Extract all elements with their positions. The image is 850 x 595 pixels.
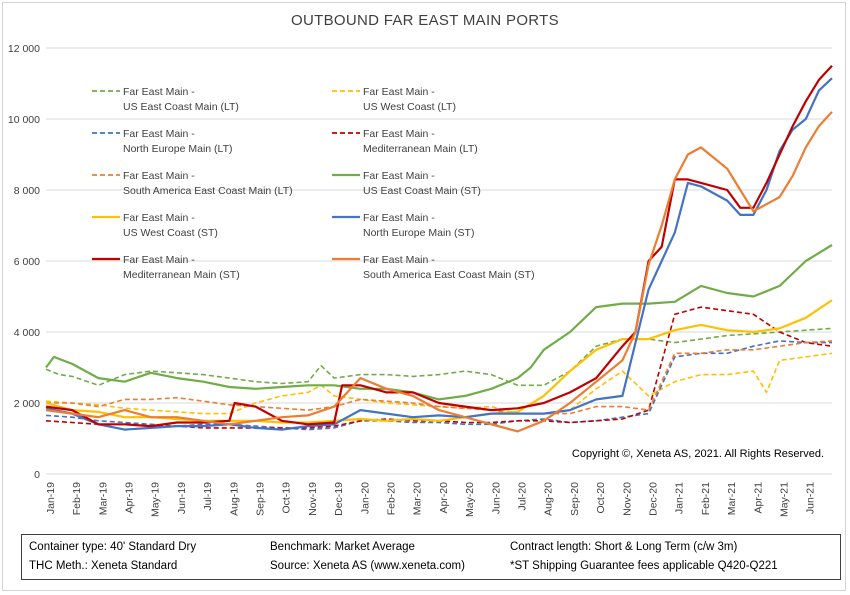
series-line [45, 244, 833, 401]
copyright-text: Copyright ©, Xeneta AS, 2021. All Rights… [572, 448, 824, 460]
x-tick-label: Dec-20 [648, 482, 660, 516]
x-tick-label: Jul-19 [202, 482, 214, 511]
x-tick-label: Mar-20 [412, 482, 424, 515]
x-tick-label: May-21 [779, 482, 791, 517]
legend-label: North Europe Main (LT) [123, 143, 233, 155]
x-tick-label: Jan-21 [674, 482, 686, 514]
x-tick-label: Nov-19 [307, 482, 319, 516]
legend-label: US West Coast (LT) [363, 101, 456, 113]
line-chart: 0 2 000 4 000 6 000 8 000 10 000 12 000 Jan-19 F… [8, 43, 833, 517]
series-line [45, 327, 833, 387]
legend-label: Far East Main - [123, 254, 195, 266]
y-tick-label: 6 000 [14, 256, 40, 268]
x-tick-label: Dec-19 [333, 482, 345, 516]
x-tick-label: Feb-20 [386, 482, 398, 515]
legend-label: Far East Main - [363, 86, 435, 98]
footer-source: Source: Xeneta AS (www.xeneta.com) [270, 560, 465, 572]
y-tick-label: 4 000 [14, 327, 40, 339]
x-tick-label: Sep-19 [255, 482, 267, 516]
x-tick-label: Feb-21 [700, 482, 712, 515]
x-tick-label: Jan-20 [359, 482, 371, 514]
x-tick-label: Jun-19 [176, 482, 188, 514]
x-tick-label: Jun-20 [490, 482, 502, 514]
legend-label: Far East Main - [363, 170, 435, 182]
footer-shipping-note: *ST Shipping Guarantee fees applicable Q… [510, 560, 778, 572]
footer-thc-meth: THC Meth.: Xeneta Standard [29, 560, 178, 572]
series-line [45, 352, 833, 415]
series-line [46, 340, 833, 415]
x-tick-label: May-20 [464, 482, 476, 517]
x-tick-label: Mar-19 [97, 482, 109, 515]
x-tick-label: Feb-19 [71, 482, 83, 515]
legend-label: Far East Main - [123, 170, 195, 182]
legend-label: South America East Coast Main (LT) [123, 185, 293, 197]
legend-label: Far East Main - [363, 254, 435, 266]
legend-label: Far East Main - [363, 212, 435, 224]
legend-label: North Europe Main (ST) [363, 227, 474, 239]
legend-label: Mediterranean Main (LT) [363, 143, 478, 155]
x-tick-label: Nov-20 [621, 482, 633, 516]
x-tick-label: Sep-20 [569, 482, 581, 516]
x-tick-label: Apr-21 [752, 482, 764, 514]
footer-benchmark: Benchmark: Market Average [270, 541, 415, 553]
chart-footer: Container type: 40' Standard Dry Benchma… [21, 534, 841, 580]
x-tick-label: Aug-19 [228, 482, 240, 516]
chart-title: OUTBOUND FAR EAST MAIN PORTS [291, 12, 559, 29]
x-tick-label: Oct-20 [595, 482, 607, 514]
x-tick-label: Jul-20 [517, 482, 529, 511]
legend-label: South America East Coast Main (ST) [363, 269, 535, 281]
series-line [45, 111, 833, 433]
y-tick-label: 12 000 [8, 43, 40, 55]
legend-label: Far East Main - [123, 128, 195, 140]
legend-label: Far East Main - [363, 128, 435, 140]
legend-label: Far East Main - [123, 86, 195, 98]
footer-contract-length: Contract length: Short & Long Term (c/w … [510, 541, 738, 553]
footer-container-type: Container type: 40' Standard Dry [29, 541, 197, 553]
x-tick-label: Apr-20 [438, 482, 450, 514]
legend-label: US East Coast Main (ST) [363, 185, 481, 197]
x-tick-label: Apr-19 [124, 482, 136, 514]
y-tick-label: 0 [34, 469, 40, 481]
legend-label: Far East Main - [123, 212, 195, 224]
y-tick-label: 10 000 [8, 114, 40, 126]
y-tick-label: 8 000 [14, 185, 40, 197]
legend-label: Mediterranean Main (ST) [123, 269, 240, 281]
x-tick-label: Oct-19 [281, 482, 293, 514]
legend-label: US East Coast Main (LT) [123, 101, 239, 113]
x-tick-label: Mar-21 [726, 482, 738, 515]
y-tick-label: 2 000 [14, 398, 40, 410]
x-tick-label: Jun-21 [805, 482, 817, 514]
series-line [45, 299, 833, 424]
x-tick-label: Aug-20 [543, 482, 555, 516]
series-line [45, 77, 833, 431]
x-tick-label: May-19 [150, 482, 162, 517]
legend-label: US West Coast (ST) [123, 227, 218, 239]
x-tick-label: Jan-19 [45, 482, 57, 514]
